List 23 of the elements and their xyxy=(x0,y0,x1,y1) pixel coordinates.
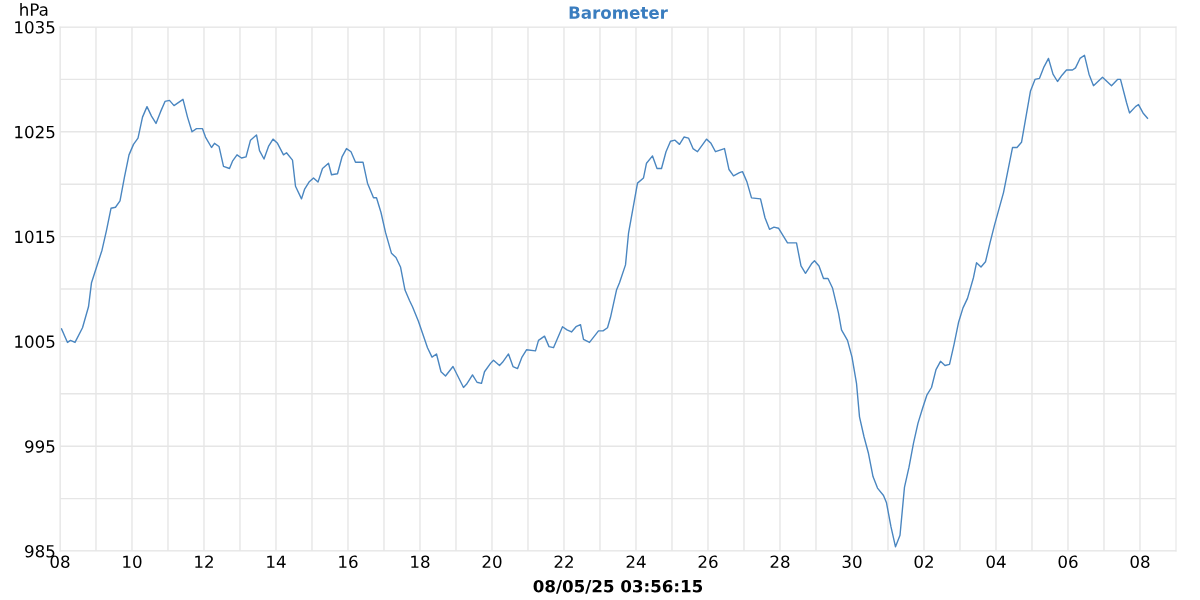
x-tick-label: 24 xyxy=(626,555,646,568)
x-tick-label: 12 xyxy=(195,555,213,568)
x-tick-label: 14 xyxy=(267,555,286,568)
y-tick-label: 995 xyxy=(25,440,55,453)
x-tick-label: 10 xyxy=(123,555,142,569)
y-tick-label: 1025 xyxy=(15,125,55,139)
y-tick-label: 1035 xyxy=(15,20,55,34)
x-tick-label: 26 xyxy=(698,555,718,569)
x-tick-label: 08 xyxy=(1130,555,1150,569)
x-tick-label: 20 xyxy=(482,555,502,569)
x-tick-label: 18 xyxy=(411,555,430,569)
x-tick-label: 04 xyxy=(986,555,1006,569)
x-tick-label: 30 xyxy=(842,555,862,569)
x-tick-label: 16 xyxy=(339,555,358,569)
x-tick-label: 28 xyxy=(770,555,790,569)
x-tick-label: 22 xyxy=(554,555,573,568)
x-tick-label: 02 xyxy=(914,555,933,569)
y-axis-title: hPa xyxy=(20,3,48,16)
y-tick-label: 1005 xyxy=(15,335,55,348)
x-tick-label: 06 xyxy=(1058,555,1078,569)
x-axis-title: 08/05/25 03:56:15 xyxy=(533,579,703,594)
chart-title: Barometer xyxy=(569,6,668,19)
y-tick-label: 1015 xyxy=(15,230,55,244)
